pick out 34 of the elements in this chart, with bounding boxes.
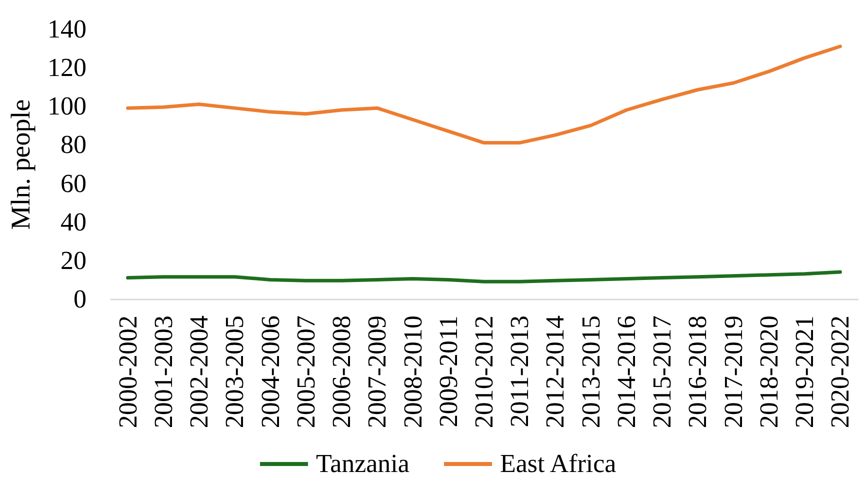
x-tick-label: 2016-2018 (683, 316, 712, 428)
x-tick-label: 2012-2014 (540, 316, 570, 428)
x-tick-label: 2013-2015 (576, 316, 606, 428)
y-tick-label: 100 (48, 92, 86, 121)
line-series (126, 270, 842, 284)
y-tick-label: 60 (60, 168, 86, 198)
x-tick-label: 2011-2013 (505, 316, 534, 428)
legend-label: East Africa (500, 449, 617, 478)
x-tick-label: 2001-2003 (148, 316, 178, 428)
x-tick-label: 2014-2016 (612, 316, 641, 428)
line-series (126, 44, 842, 145)
y-tick-label: 140 (48, 14, 86, 44)
y-tick-label: 0 (74, 284, 86, 314)
x-tick-label: 2010-2012 (470, 316, 498, 428)
x-tick-label: 2006-2008 (327, 316, 356, 428)
y-tick-label: 40 (60, 207, 86, 236)
x-tick-label: 2020-2022 (826, 316, 855, 428)
x-tick-label: 2009-2011 (434, 316, 463, 428)
y-tick-label: 80 (60, 130, 86, 160)
x-tick-label: 2015-2017 (648, 316, 677, 428)
x-tick-label: 2003-2005 (220, 316, 250, 428)
x-tick-label: 2005-2007 (291, 316, 320, 428)
x-tick-label: 2018-2020 (754, 316, 784, 428)
x-tick-label: 2008-2010 (398, 316, 428, 428)
x-tick-label: 2000-2002 (113, 316, 142, 428)
y-axis-title: Mln. people (6, 99, 36, 230)
legend-label: Tanzania (316, 449, 410, 478)
y-tick-label: 20 (60, 246, 86, 275)
x-tick-label: 2004-2006 (256, 316, 285, 428)
x-tick-label: 2007-2009 (362, 316, 392, 428)
x-tick-label: 2017-2019 (718, 316, 748, 428)
x-tick-label: 2019-2021 (790, 316, 820, 428)
y-tick-label: 120 (48, 53, 86, 82)
x-tick-label: 2002-2004 (184, 316, 214, 428)
